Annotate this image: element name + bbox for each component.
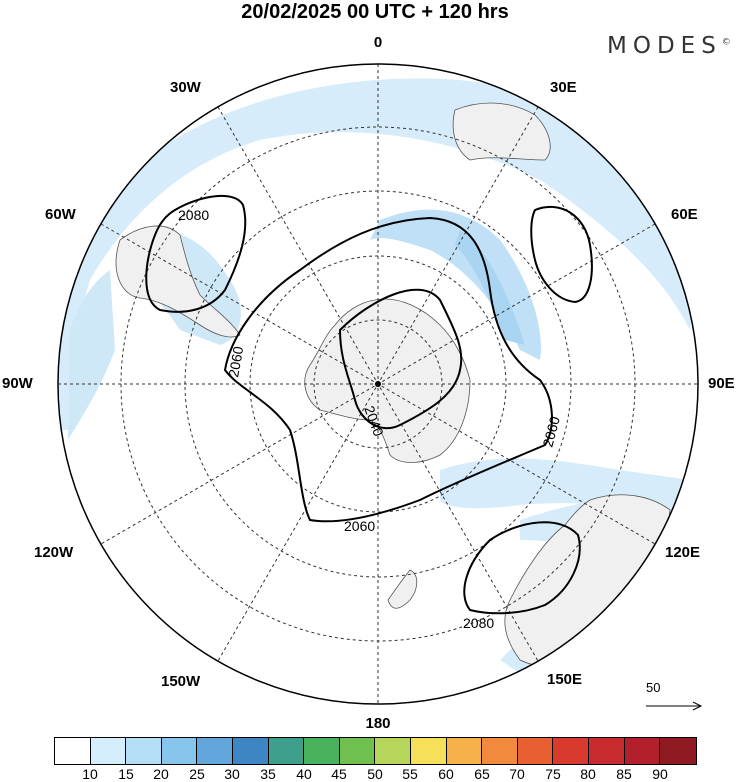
map-title: 20/02/2025 00 UTC + 120 hrs <box>241 1 509 23</box>
colorbar-swatch <box>339 738 376 764</box>
contour-label: 2080 <box>178 207 209 223</box>
lon-label: 60E <box>671 206 698 223</box>
colorbar-swatch <box>268 738 305 764</box>
colorbar-swatch <box>517 738 554 764</box>
contour-2060 <box>223 216 553 523</box>
lon-label: 120E <box>665 544 701 561</box>
colorbar-tick: 45 <box>331 766 347 782</box>
africa <box>452 102 551 161</box>
colorbar-swatch <box>197 738 233 764</box>
lon-label: 150W <box>161 673 201 690</box>
contour-label: 2060 <box>539 414 563 448</box>
reference-vector-arrow <box>646 701 703 711</box>
colorbar-swatch <box>482 738 518 764</box>
contour-2040 <box>338 288 463 430</box>
colorbar-tick: 85 <box>616 766 632 782</box>
colorbar-swatch <box>375 738 411 764</box>
contour-label: 2060 <box>344 518 375 534</box>
colorbar-swatch <box>55 738 91 764</box>
contour-2080-east <box>530 205 593 304</box>
colorbar-tick: 40 <box>296 766 312 782</box>
contour-2080-south <box>463 521 581 615</box>
colorbar-tick: 70 <box>509 766 525 782</box>
contour-label: 2080 <box>463 615 494 631</box>
south-america <box>115 225 241 338</box>
colorbar-tick: 50 <box>367 766 383 782</box>
colorbar-tick: 90 <box>652 766 668 782</box>
contour-labels: 2080 2060 2040 2060 2060 2080 <box>178 207 563 631</box>
map-border <box>57 63 699 705</box>
contours <box>145 194 593 615</box>
lon-label: 60W <box>45 206 76 223</box>
colorbar-tick: 65 <box>474 766 490 782</box>
lon-label: 150E <box>547 671 583 688</box>
lon-label: 180 <box>365 715 391 732</box>
colorbar-swatch <box>90 738 127 764</box>
colorbar-swatch <box>232 738 269 764</box>
colorbar-tick: 20 <box>153 766 169 782</box>
colorbar-tick: 25 <box>189 766 205 782</box>
colorbar-tick: 80 <box>580 766 596 782</box>
lon-label: 30E <box>550 79 577 96</box>
colorbar-swatch <box>446 738 483 764</box>
lon-label: 90W <box>2 375 33 392</box>
lon-label: 90E <box>708 375 735 392</box>
lon-label: 0 <box>373 34 383 51</box>
modes-logo: MODES© <box>607 33 731 59</box>
contour-label: 2060 <box>225 345 246 379</box>
colorbar-swatch <box>161 738 198 764</box>
colorbar <box>54 737 697 765</box>
colorbar-swatch <box>410 738 447 764</box>
colorbar-tick: 55 <box>402 766 418 782</box>
colorbar-tick: 10 <box>82 766 98 782</box>
colorbar-tick: 15 <box>118 766 134 782</box>
reference-vector-label: 50 <box>646 680 661 695</box>
antarctica <box>304 298 471 463</box>
new-zealand <box>387 569 418 609</box>
colorbar-tick: 75 <box>545 766 561 782</box>
colorbar-swatch <box>553 738 589 764</box>
colorbar-swatch <box>660 738 696 764</box>
colorbar-tick: 35 <box>260 766 276 782</box>
land <box>115 102 671 667</box>
lon-label: 30W <box>170 79 201 96</box>
colorbar-swatch <box>304 738 340 764</box>
colorbar-tick: 30 <box>224 766 240 782</box>
south-pole-dot <box>375 381 381 387</box>
contour-2080-west <box>145 194 247 313</box>
colorbar-swatch <box>624 738 661 764</box>
lon-label: 120W <box>34 544 74 561</box>
colorbar-swatch <box>126 738 162 764</box>
colorbar-swatch <box>588 738 625 764</box>
colorbar-tick: 60 <box>438 766 454 782</box>
